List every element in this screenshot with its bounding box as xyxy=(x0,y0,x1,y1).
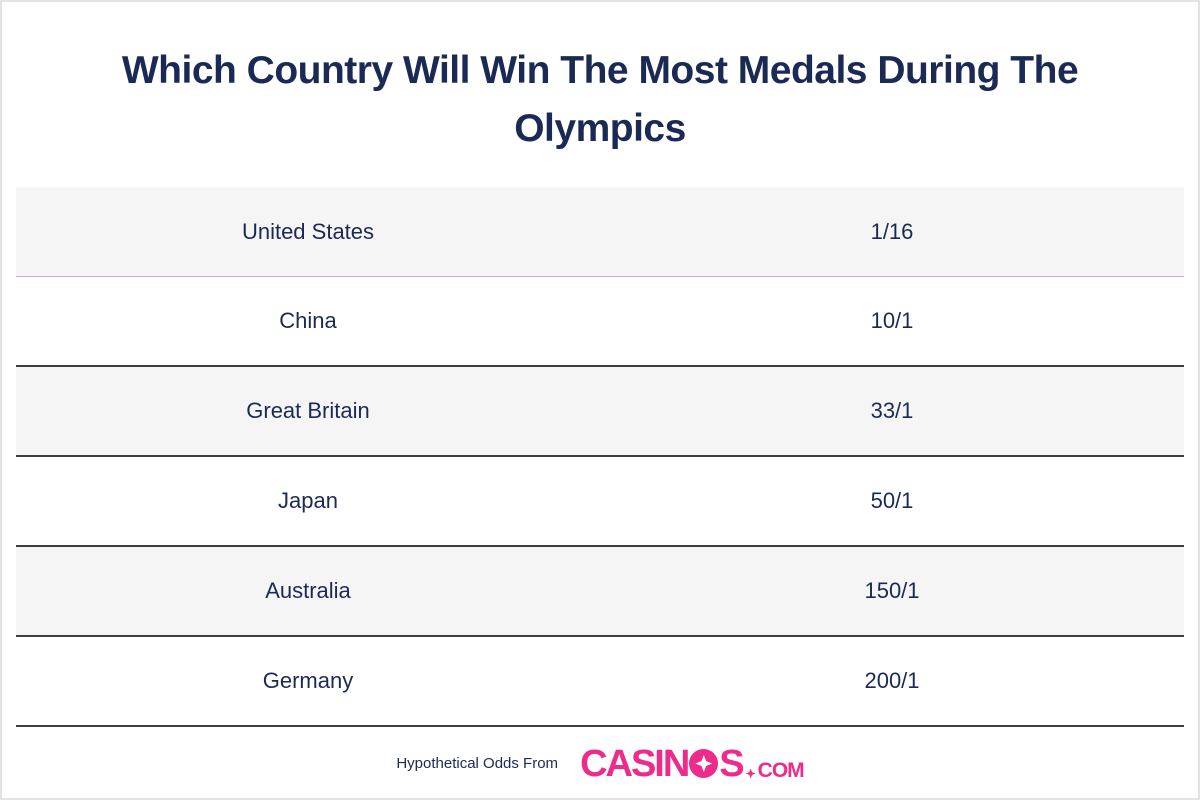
diamond-star-o-icon xyxy=(689,749,719,778)
country-cell: China xyxy=(279,308,337,333)
table-row: Japan 50/1 xyxy=(16,457,1184,547)
page-title-line2: Olympics xyxy=(514,106,686,150)
header: Which Country Will Win The Most Medals D… xyxy=(2,2,1198,187)
odds-cell: 200/1 xyxy=(864,668,920,693)
table-row: United States 1/16 xyxy=(16,187,1184,277)
country-cell: Australia xyxy=(265,578,351,603)
logo-text-part2: S xyxy=(719,742,744,785)
star-hole-icon xyxy=(695,755,713,772)
odds-cell: 50/1 xyxy=(870,488,914,513)
country-cell: Japan xyxy=(278,488,338,513)
table-row: Australia 150/1 xyxy=(16,547,1184,637)
page-title-line1: Which Country Will Win The Most Medals D… xyxy=(121,48,1079,92)
odds-cell: 1/16 xyxy=(870,218,914,244)
odds-cell: 150/1 xyxy=(864,578,920,603)
country-cell: Great Britain xyxy=(246,398,370,423)
page-title: Which Country Will Win The Most Medals D… xyxy=(121,42,1079,158)
odds-table: United States 1/16 China 10/1 Great Britain 3… xyxy=(16,187,1184,727)
odds-cell: 10/1 xyxy=(870,308,914,333)
table-row: Germany 200/1 xyxy=(16,637,1184,727)
logo-text-part1: CASIN xyxy=(580,742,690,785)
footer: Hypothetical Odds From CASIN S COM xyxy=(2,727,1198,800)
country-cell: United States xyxy=(241,218,375,244)
diamond-star-dot-icon xyxy=(745,768,756,779)
odds-cell: 33/1 xyxy=(870,398,914,423)
country-cell: Germany xyxy=(262,668,354,693)
logo-text-suffix: COM xyxy=(757,758,805,782)
attribution-text: Hypothetical Odds From xyxy=(396,755,559,772)
casinos-com-logo: CASIN S COM xyxy=(580,742,805,785)
table-row: China 10/1 xyxy=(16,277,1184,367)
table-row: Great Britain 33/1 xyxy=(16,367,1184,457)
